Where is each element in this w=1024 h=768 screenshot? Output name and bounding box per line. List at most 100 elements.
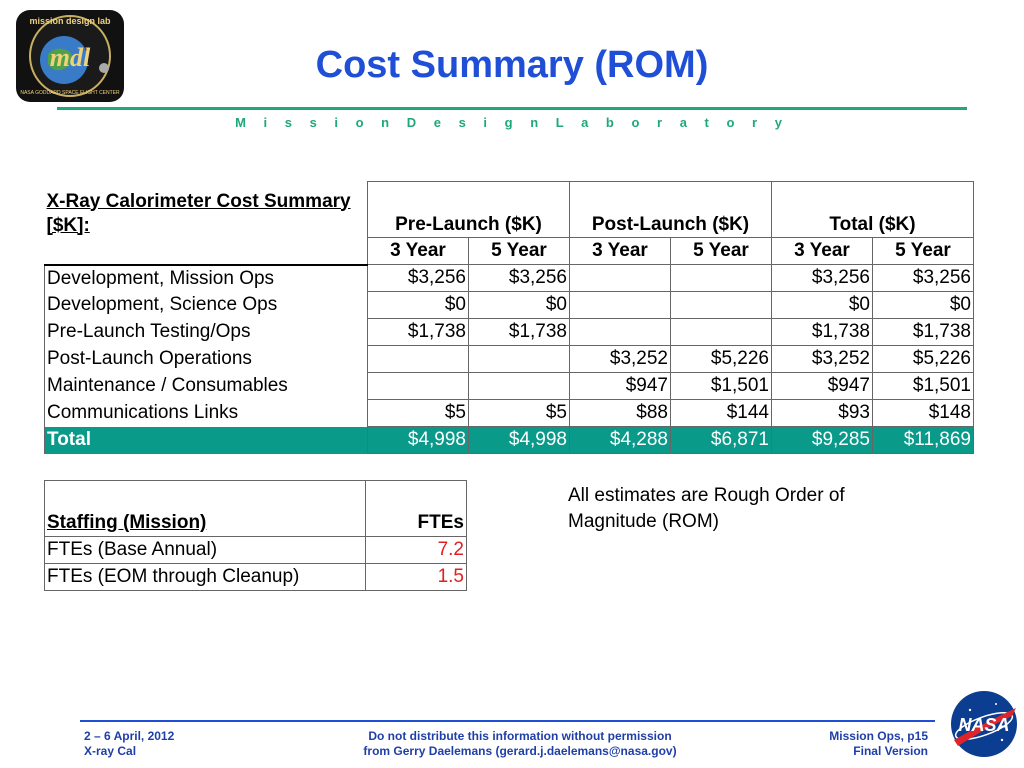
- table-row: Communications Links $5 $5 $88 $144 $93 …: [44, 399, 974, 427]
- cell-value: [670, 264, 772, 292]
- total-value: $6,871: [670, 426, 772, 454]
- cell-value: $5,226: [670, 345, 772, 373]
- cell-value: [367, 372, 469, 400]
- cell-value: $1,738: [367, 318, 469, 346]
- mdl-logo: mdl mission design lab NASA GODDARD SPAC…: [16, 10, 124, 102]
- header-spacer: [44, 237, 368, 266]
- cell-value: $947: [569, 372, 671, 400]
- row-label: FTEs (EOM through Cleanup): [44, 563, 366, 591]
- total-value: $11,869: [872, 426, 974, 454]
- lab-subtitle: M i s s i o n D e s i g n L a b o r a t …: [235, 115, 789, 130]
- row-label: Pre-Launch Testing/Ops: [44, 318, 368, 346]
- footer-page: Mission Ops, p15: [829, 729, 928, 743]
- total-value: $4,288: [569, 426, 671, 454]
- footer-date: 2 – 6 April, 2012: [84, 729, 175, 743]
- cell-value: $3,252: [569, 345, 671, 373]
- footer-contact: from Gerry Daelemans (gerard.j.daelemans…: [363, 744, 677, 758]
- year-header: 3 Year: [569, 237, 671, 265]
- fte-value: 1.5: [365, 563, 467, 591]
- footer-distribution-notice: Do not distribute this information witho…: [368, 729, 672, 743]
- staffing-header: Staffing (Mission): [44, 480, 366, 537]
- header-divider: [57, 107, 967, 110]
- cell-value: $0: [367, 291, 469, 319]
- total-value: $4,998: [468, 426, 570, 454]
- cell-value: $5,226: [872, 345, 974, 373]
- page-title: Cost Summary (ROM): [315, 44, 709, 86]
- footer-left: 2 – 6 April, 2012 X-ray Cal: [84, 729, 174, 759]
- cell-value: $3,256: [771, 264, 873, 292]
- cell-value: $144: [670, 399, 772, 427]
- row-label: Development, Science Ops: [44, 291, 368, 319]
- row-label: Development, Mission Ops: [44, 264, 368, 292]
- footer-right: Mission Ops, p15 Final Version: [829, 729, 928, 759]
- table-row: FTEs (EOM through Cleanup) 1.5: [44, 563, 467, 591]
- total-value: $9,285: [771, 426, 873, 454]
- group-header-pre-launch: Pre-Launch ($K): [367, 181, 570, 238]
- table-header-row: 3 Year 5 Year 3 Year 5 Year 3 Year 5 Yea…: [44, 237, 974, 266]
- staffing-table: Staffing (Mission) FTEs FTEs (Base Annua…: [44, 480, 467, 591]
- cell-value: $93: [771, 399, 873, 427]
- cell-value: $1,738: [771, 318, 873, 346]
- cost-table-title: X-Ray Calorimeter Cost Summary [$K]:: [46, 190, 351, 236]
- table-row: Development, Mission Ops $3,256 $3,256 $…: [44, 264, 974, 292]
- total-value: $4,998: [367, 426, 469, 454]
- table-header-row: Staffing (Mission) FTEs: [44, 480, 467, 537]
- nasa-logo: NASA: [951, 691, 1017, 757]
- cell-value: $3,256: [468, 264, 570, 292]
- table-row: Development, Science Ops $0 $0 $0 $0: [44, 291, 974, 319]
- svg-text:NASA: NASA: [958, 715, 1009, 735]
- ftes-header: FTEs: [365, 480, 467, 537]
- year-header: 5 Year: [872, 237, 974, 265]
- year-header: 3 Year: [771, 237, 873, 265]
- cell-value: $1,501: [872, 372, 974, 400]
- table-row: FTEs (Base Annual) 7.2: [44, 536, 467, 564]
- svg-text:mdl: mdl: [50, 43, 91, 72]
- cell-value: [569, 291, 671, 319]
- table-row: Post-Launch Operations $3,252 $5,226 $3,…: [44, 345, 974, 373]
- cell-value: $0: [468, 291, 570, 319]
- group-header-post-launch: Post-Launch ($K): [569, 181, 772, 238]
- year-header: 5 Year: [468, 237, 570, 265]
- row-label: Post-Launch Operations: [44, 345, 368, 373]
- total-label: Total: [44, 426, 368, 454]
- cell-value: [670, 318, 772, 346]
- svg-text:mission design lab: mission design lab: [29, 16, 111, 26]
- year-header: 5 Year: [670, 237, 772, 265]
- year-header: 3 Year: [367, 237, 469, 265]
- footer-study: X-ray Cal: [84, 744, 137, 758]
- cell-value: $0: [771, 291, 873, 319]
- group-header-total: Total ($K): [771, 181, 974, 238]
- total-row: Total $4,998 $4,998 $4,288 $6,871 $9,285…: [44, 426, 974, 454]
- cell-value: $88: [569, 399, 671, 427]
- table-row: Pre-Launch Testing/Ops $1,738 $1,738 $1,…: [44, 318, 974, 346]
- cell-value: $148: [872, 399, 974, 427]
- table-row: Maintenance / Consumables $947 $1,501 $9…: [44, 372, 974, 400]
- cell-value: [569, 318, 671, 346]
- cell-value: [468, 372, 570, 400]
- rom-note: All estimates are Rough Order of Magnitu…: [568, 485, 845, 532]
- footer-divider: [80, 720, 935, 722]
- cell-value: [670, 291, 772, 319]
- footer-version: Final Version: [853, 744, 928, 758]
- cell-value: $0: [872, 291, 974, 319]
- cell-value: [367, 345, 469, 373]
- cell-value: $5: [468, 399, 570, 427]
- footer-center: Do not distribute this information witho…: [300, 729, 740, 759]
- cell-value: $947: [771, 372, 873, 400]
- row-label: FTEs (Base Annual): [44, 536, 366, 564]
- cell-value: $5: [367, 399, 469, 427]
- cost-summary-table: X-Ray Calorimeter Cost Summary [$K]: Pre…: [44, 181, 974, 454]
- cell-value: $3,256: [367, 264, 469, 292]
- fte-value: 7.2: [365, 536, 467, 564]
- row-label: Communications Links: [44, 399, 368, 427]
- cell-value: $1,738: [872, 318, 974, 346]
- cell-value: $1,738: [468, 318, 570, 346]
- cell-value: $3,256: [872, 264, 974, 292]
- row-label: Maintenance / Consumables: [44, 372, 368, 400]
- cell-value: $1,501: [670, 372, 772, 400]
- table-header-row: X-Ray Calorimeter Cost Summary [$K]: Pre…: [45, 181, 974, 238]
- cell-value: [468, 345, 570, 373]
- svg-text:NASA GODDARD SPACE FLIGHT CENT: NASA GODDARD SPACE FLIGHT CENTER: [20, 90, 120, 96]
- cell-value: [569, 264, 671, 292]
- cell-value: $3,252: [771, 345, 873, 373]
